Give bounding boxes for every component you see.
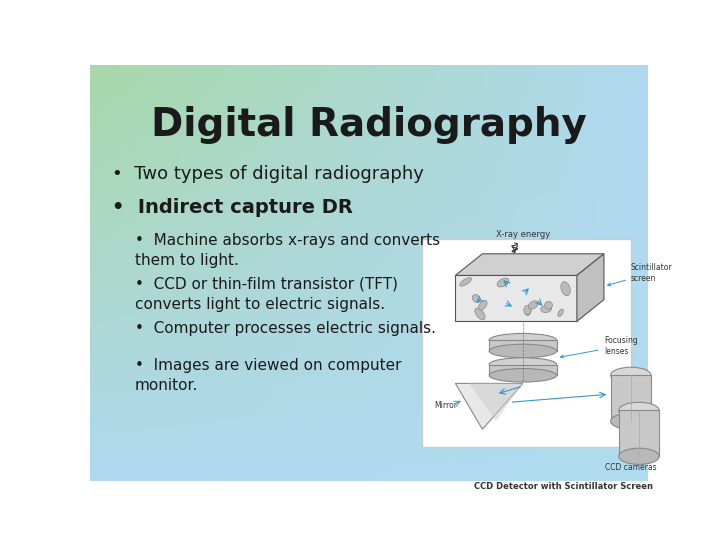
- Text: •  CCD or thin-film transistor (TFT)
converts light to electric signals.: • CCD or thin-film transistor (TFT) conv…: [135, 277, 397, 312]
- Bar: [489, 340, 557, 351]
- Ellipse shape: [489, 357, 557, 372]
- Ellipse shape: [460, 278, 472, 286]
- Bar: [618, 410, 660, 456]
- Ellipse shape: [561, 282, 570, 296]
- Text: Digital Radiography: Digital Radiography: [151, 106, 587, 144]
- Ellipse shape: [474, 308, 485, 320]
- Polygon shape: [455, 383, 523, 429]
- Bar: [611, 375, 651, 421]
- Text: Focusing
lenses: Focusing lenses: [560, 336, 638, 358]
- Ellipse shape: [618, 402, 660, 418]
- Ellipse shape: [472, 294, 480, 302]
- Polygon shape: [455, 275, 577, 321]
- Polygon shape: [455, 254, 604, 275]
- Ellipse shape: [558, 309, 564, 316]
- Text: •  Images are viewed on computer
monitor.: • Images are viewed on computer monitor.: [135, 358, 401, 393]
- Ellipse shape: [611, 367, 651, 383]
- Text: •  Machine absorbs x-rays and converts
them to light.: • Machine absorbs x-rays and converts th…: [135, 233, 440, 268]
- Ellipse shape: [489, 333, 557, 347]
- Text: X-ray energy: X-ray energy: [496, 231, 550, 239]
- Text: Scintillator
screen: Scintillator screen: [608, 264, 672, 286]
- Ellipse shape: [525, 307, 531, 315]
- Text: •  Two types of digital radiography: • Two types of digital radiography: [112, 165, 424, 183]
- Polygon shape: [577, 254, 604, 321]
- Polygon shape: [469, 383, 523, 421]
- Text: •  Indirect capture DR: • Indirect capture DR: [112, 198, 354, 217]
- Text: •  Computer processes electric signals.: • Computer processes electric signals.: [135, 321, 436, 335]
- Bar: [422, 239, 631, 447]
- Text: CCD Detector with Scintillator Screen: CCD Detector with Scintillator Screen: [474, 482, 653, 491]
- Ellipse shape: [545, 301, 552, 309]
- Ellipse shape: [489, 368, 557, 382]
- Text: CCD cameras: CCD cameras: [605, 463, 657, 472]
- Bar: [489, 364, 557, 375]
- Ellipse shape: [541, 305, 552, 313]
- Ellipse shape: [497, 278, 509, 287]
- Text: Mirror: Mirror: [433, 401, 456, 410]
- Ellipse shape: [479, 300, 487, 310]
- Ellipse shape: [524, 305, 531, 314]
- Ellipse shape: [611, 413, 651, 429]
- Ellipse shape: [528, 301, 539, 309]
- Ellipse shape: [618, 448, 660, 464]
- Ellipse shape: [489, 345, 557, 357]
